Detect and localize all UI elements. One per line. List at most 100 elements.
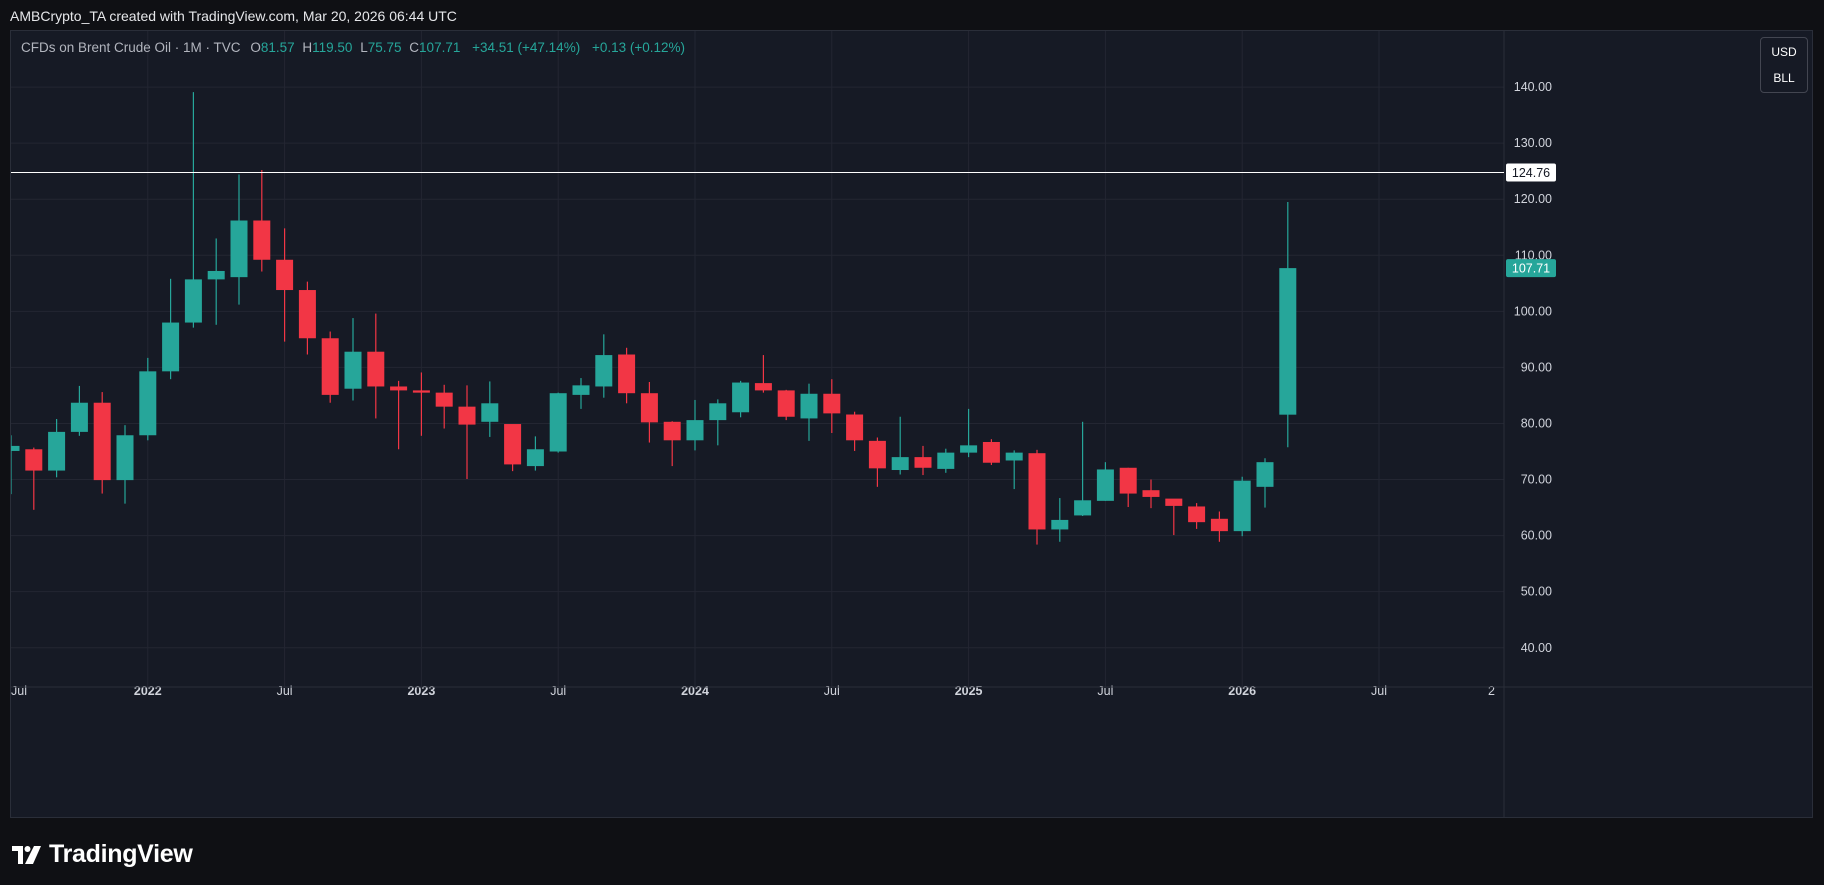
candle-body <box>390 386 408 391</box>
candle-body <box>458 406 476 425</box>
candle-body <box>1279 268 1297 415</box>
candle-body <box>321 338 339 395</box>
candle-body <box>686 420 704 441</box>
price-chart[interactable]: 40.00 50.00 60.00 70.00 80.00 90.00 100.00 110.… <box>11 31 1812 817</box>
x-tick-label: Jul <box>1097 684 1113 698</box>
candle-body <box>709 403 727 421</box>
open-value: 81.57 <box>260 40 295 55</box>
y-tick-label: 130.00 <box>1514 136 1552 150</box>
candle-body <box>1096 469 1114 501</box>
x-tick-label: 2025 <box>955 684 983 698</box>
candle-body <box>777 390 795 417</box>
candle-body <box>93 402 111 481</box>
y-tick-label: 40.00 <box>1521 641 1552 655</box>
candle-body <box>982 441 1000 463</box>
candle-body <box>139 371 157 436</box>
candle-body <box>276 259 294 291</box>
candle-body <box>640 393 658 423</box>
low-value: 75.75 <box>367 40 402 55</box>
candle-body <box>25 449 43 471</box>
candle-body <box>663 421 681 441</box>
candle-body <box>868 440 886 469</box>
y-tick-label: 90.00 <box>1521 360 1552 374</box>
y-tick-label: 70.00 <box>1521 473 1552 487</box>
candle-body <box>1165 498 1183 506</box>
y-tick-label: 80.00 <box>1521 416 1552 430</box>
horizontal-line-label-bg <box>1506 163 1556 182</box>
x-tick-label: 2023 <box>407 684 435 698</box>
y-tick-label: 100.00 <box>1514 304 1552 318</box>
chart-pane[interactable]: 40.00 50.00 60.00 70.00 80.00 90.00 100.00 110.… <box>10 30 1813 818</box>
y-tick-label: 110.00 <box>1515 248 1552 262</box>
unit-label[interactable]: BLL <box>1773 71 1795 85</box>
candle-body <box>960 445 978 453</box>
candle-body <box>298 290 316 339</box>
candle-body <box>1233 480 1251 532</box>
candle-body <box>481 403 499 422</box>
candle-body <box>1005 452 1023 461</box>
tradingview-brand: TradingView <box>49 840 193 868</box>
candle-body <box>207 270 225 280</box>
candle-body <box>846 414 864 441</box>
candle-body <box>253 220 271 260</box>
candle-body <box>1210 518 1228 532</box>
x-tick-label: 2 <box>1488 684 1495 698</box>
x-tick-label: Jul <box>550 684 566 698</box>
candle-body <box>184 279 202 323</box>
candle-body <box>11 445 20 451</box>
candle-body <box>435 392 453 407</box>
x-tick-label: Jul <box>11 684 27 698</box>
candle-body <box>732 382 750 413</box>
candle-body <box>823 393 841 414</box>
top-bar: AMBCrypto_TA created with TradingView.co… <box>0 0 1824 30</box>
last-price-label-bg <box>1506 259 1556 278</box>
credit-text: AMBCrypto_TA created with TradingView.co… <box>10 8 457 24</box>
tradingview-logo[interactable]: TradingView <box>12 840 193 869</box>
x-tick-label: Jul <box>277 684 293 698</box>
candle-body <box>618 354 636 394</box>
candle-body <box>1256 462 1274 487</box>
candle-body <box>344 351 362 389</box>
candle-body <box>914 457 932 468</box>
candle-body <box>754 383 772 391</box>
candle-body <box>1119 467 1137 494</box>
candle-body <box>891 457 909 471</box>
candle-body <box>116 435 134 481</box>
y-tick-label: 120.00 <box>1514 192 1552 206</box>
last-price-label: 107.71 <box>1512 262 1550 276</box>
candle-body <box>48 431 66 471</box>
candle-body <box>230 220 248 278</box>
candle-body <box>937 452 955 469</box>
candle-body <box>367 351 385 387</box>
tradingview-logo-icon <box>12 845 41 864</box>
x-tick-label: 2024 <box>681 684 709 698</box>
y-tick-label: 60.00 <box>1521 529 1552 543</box>
high-value: 119.50 <box>312 40 353 55</box>
candle-body <box>70 402 88 432</box>
candle-body <box>504 424 522 465</box>
candle-body <box>1142 490 1160 497</box>
candle-body <box>526 449 544 467</box>
candle-body <box>162 322 180 372</box>
candle-body <box>1051 519 1069 530</box>
y-tick-label: 140.00 <box>1514 80 1552 94</box>
currency-unit-selector[interactable]: USD BLL <box>1760 37 1808 93</box>
candle-body <box>549 393 567 452</box>
currency-label[interactable]: USD <box>1771 45 1797 59</box>
extra-change-value: +0.13 (+0.12%) <box>591 40 686 55</box>
ohlc-legend: CFDs on Brent Crude Oil · 1M · TVC O81.5… <box>21 40 685 55</box>
candle-body <box>595 355 613 387</box>
candle-body <box>1028 453 1046 530</box>
y-tick-label: 50.00 <box>1521 585 1552 599</box>
x-tick-label: Jul <box>824 684 840 698</box>
low-label: L <box>360 40 368 55</box>
x-tick-label: 2026 <box>1228 684 1256 698</box>
close-value: 107.71 <box>419 40 461 55</box>
candle-body <box>800 393 818 419</box>
symbol-title[interactable]: CFDs on Brent Crude Oil · 1M · TVC <box>21 40 241 55</box>
candle-body <box>1188 506 1206 523</box>
candle-body <box>1074 500 1092 516</box>
footer: TradingView <box>0 818 1824 885</box>
open-label: O <box>250 40 261 55</box>
x-tick-label: Jul <box>1371 684 1387 698</box>
